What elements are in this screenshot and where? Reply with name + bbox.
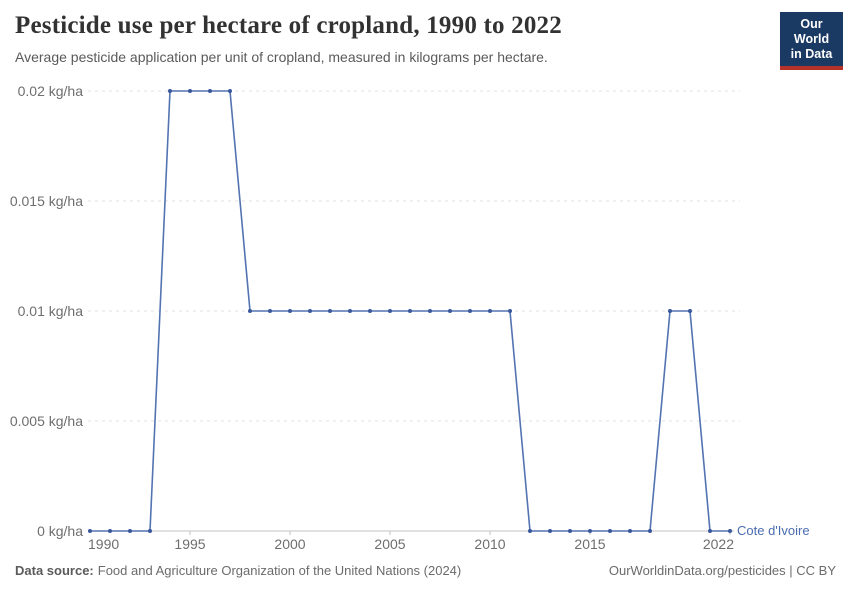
data-point xyxy=(628,529,632,533)
x-tick-label: 1995 xyxy=(174,536,205,552)
data-point xyxy=(108,529,112,533)
credit-link[interactable]: OurWorldinData.org/pesticides | CC BY xyxy=(608,563,836,578)
x-tick-label: 2010 xyxy=(474,536,505,552)
data-point xyxy=(188,89,192,93)
data-point xyxy=(528,529,532,533)
entity-label: Cote d'Ivoire xyxy=(737,523,810,538)
data-point xyxy=(428,309,432,313)
y-tick-label: 0.01 kg/ha xyxy=(18,303,84,319)
data-point xyxy=(88,529,92,533)
data-point xyxy=(288,309,292,313)
data-point xyxy=(388,309,392,313)
x-tick-label: 2022 xyxy=(703,536,734,552)
data-source-text: Food and Agriculture Organization of the… xyxy=(97,563,462,578)
line-chart: 0 kg/ha 0.005 kg/ha 0.01 kg/ha 0.015 kg/ha 0… xyxy=(10,83,810,552)
data-point xyxy=(688,309,692,313)
data-point xyxy=(348,309,352,313)
data-point xyxy=(648,529,652,533)
data-point xyxy=(208,89,212,93)
chart-footer: Data source: Food and Agriculture Organiz… xyxy=(15,563,836,578)
data-point xyxy=(168,89,172,93)
y-tick-label: 0.02 kg/ha xyxy=(18,83,84,99)
data-point xyxy=(448,309,452,313)
y-tick-label: 0.015 kg/ha xyxy=(10,193,83,209)
page-title: Pesticide use per hectare of cropland, 1… xyxy=(15,12,562,39)
data-point xyxy=(548,529,552,533)
data-source: Data source: Food and Agriculture Organiz… xyxy=(15,563,461,578)
data-point xyxy=(228,89,232,93)
owid-logo: Our World in Data xyxy=(780,12,843,70)
data-point xyxy=(148,529,152,533)
x-tick-label: 2005 xyxy=(374,536,405,552)
data-point xyxy=(408,309,412,313)
owid-logo-line2: in Data xyxy=(790,47,833,61)
data-point xyxy=(468,309,472,313)
data-point xyxy=(128,529,132,533)
x-tick-label: 1990 xyxy=(88,536,119,552)
owid-logo-line1: Our World xyxy=(793,17,830,46)
page-subtitle: Average pesticide application per unit o… xyxy=(15,49,548,65)
data-point xyxy=(308,309,312,313)
data-point xyxy=(588,529,592,533)
x-tick-label: 2015 xyxy=(574,536,605,552)
y-tick-label: 0.005 kg/ha xyxy=(10,413,83,429)
data-point xyxy=(368,309,372,313)
data-point xyxy=(668,309,672,313)
data-point xyxy=(708,529,712,533)
data-point xyxy=(608,529,612,533)
data-point xyxy=(328,309,332,313)
data-point xyxy=(488,309,492,313)
x-tick-label: 2000 xyxy=(274,536,305,552)
y-tick-label: 0 kg/ha xyxy=(37,523,83,539)
data-point xyxy=(508,309,512,313)
data-point xyxy=(728,529,732,533)
data-source-label: Data source: xyxy=(15,563,94,578)
data-point xyxy=(568,529,572,533)
data-point xyxy=(248,309,252,313)
data-point xyxy=(268,309,272,313)
